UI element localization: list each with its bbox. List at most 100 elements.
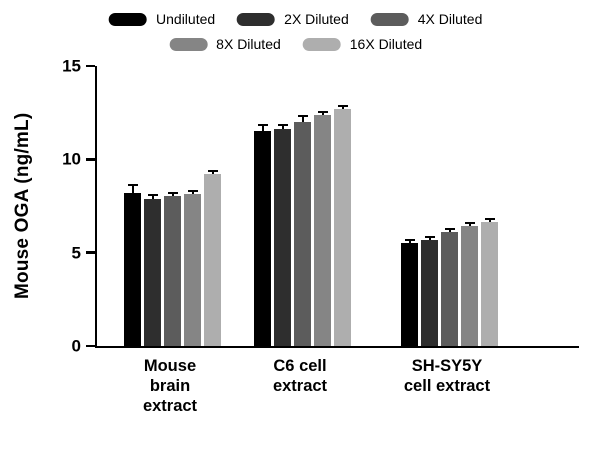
bar xyxy=(481,218,498,346)
bar xyxy=(124,184,141,346)
y-axis-tick xyxy=(85,344,95,348)
x-category-label-line: cell extract xyxy=(403,377,491,396)
error-bar xyxy=(127,184,138,193)
error-bar-cap xyxy=(187,190,198,193)
error-bar-whisker xyxy=(408,241,411,244)
bar xyxy=(334,105,351,346)
error-bar-whisker xyxy=(341,107,344,109)
error-bar xyxy=(404,239,415,244)
error-bar-cap xyxy=(444,228,455,231)
bar xyxy=(144,193,161,346)
y-axis-tick-label: 10 xyxy=(62,149,81,169)
error-bar-whisker xyxy=(428,237,431,240)
error-bar-whisker xyxy=(321,112,324,115)
error-bar-whisker xyxy=(151,195,154,199)
x-category-label-line: SH-SY5Y xyxy=(411,357,483,375)
x-category-label-line: brain xyxy=(149,377,191,396)
y-axis-tick xyxy=(85,158,95,161)
legend: Undiluted 2X Diluted 4X Diluted 8X Diluted 1… xyxy=(80,12,512,51)
bar xyxy=(461,221,478,346)
x-category-label: C6 cell extract xyxy=(273,356,327,396)
x-category-label-line: C6 cell xyxy=(273,357,327,375)
bar-group xyxy=(254,105,351,346)
error-bar xyxy=(484,218,495,222)
y-axis-title: Mouse OGA (ng/mL) xyxy=(12,112,33,300)
error-bar-cap xyxy=(277,123,288,126)
error-bar-whisker xyxy=(131,186,134,193)
x-category-label-line: extract xyxy=(142,397,198,416)
error-bar-cap xyxy=(127,184,138,187)
error-bar-cap xyxy=(484,218,495,221)
bar xyxy=(401,239,418,346)
legend-label: 2X Diluted xyxy=(284,11,349,27)
bar xyxy=(441,228,458,346)
error-bar-whisker xyxy=(171,193,174,196)
error-bar xyxy=(207,170,218,175)
y-axis-tick-label: 0 xyxy=(71,336,81,356)
error-bar xyxy=(337,105,348,109)
bar xyxy=(314,110,331,346)
legend-label: Undiluted xyxy=(156,11,216,27)
legend-swatch-icon xyxy=(169,37,208,51)
bar xyxy=(254,123,271,346)
error-bar-whisker xyxy=(468,223,471,226)
bar xyxy=(204,170,221,346)
error-bar-cap xyxy=(404,239,415,242)
y-axis-tick-label: 5 xyxy=(71,243,81,263)
error-bar-whisker xyxy=(191,192,194,194)
bar xyxy=(274,123,291,346)
legend-item: 16X Diluted xyxy=(302,36,423,52)
bar-group xyxy=(124,170,221,346)
legend-swatch-icon xyxy=(370,12,409,26)
error-bar-cap xyxy=(317,110,328,113)
error-bar xyxy=(147,193,158,199)
error-bar-cap xyxy=(167,191,178,194)
bar xyxy=(421,235,438,346)
error-bar xyxy=(187,190,198,194)
legend-swatch-icon xyxy=(237,12,276,26)
y-axis-tick-label: 15 xyxy=(62,56,81,76)
x-category-label: Mouse brain extract xyxy=(143,356,197,416)
legend-swatch-icon xyxy=(302,37,341,51)
bar xyxy=(164,191,181,346)
x-category-label: SH-SY5Y cell extract xyxy=(404,356,490,396)
x-category-label-line: extract xyxy=(272,377,328,396)
error-bar xyxy=(464,221,475,226)
error-bar xyxy=(167,191,178,196)
plot-area: 0 5 10 15 xyxy=(62,58,579,355)
error-bar-cap xyxy=(464,221,475,224)
error-bar-cap xyxy=(207,170,218,173)
legend-swatch-icon xyxy=(109,12,148,26)
bar xyxy=(294,115,311,346)
error-bar-whisker xyxy=(211,172,214,175)
error-bar-cap xyxy=(337,105,348,108)
bar-group xyxy=(401,218,498,346)
legend-label: 4X Diluted xyxy=(417,11,483,27)
legend-item: 4X Diluted xyxy=(370,11,483,27)
error-bar xyxy=(444,228,455,233)
error-bar xyxy=(317,110,328,115)
error-bar-whisker xyxy=(448,230,451,233)
x-category-label-line: Mouse xyxy=(143,357,197,375)
legend-label: 8X Diluted xyxy=(216,36,281,52)
legend-item: Undiluted xyxy=(109,12,215,26)
error-bar xyxy=(424,235,435,240)
legend-item: 8X Diluted xyxy=(169,37,281,51)
error-bar-cap xyxy=(297,115,308,118)
error-bar xyxy=(297,115,308,122)
error-bar-cap xyxy=(257,123,268,126)
error-bar xyxy=(277,123,288,130)
y-axis-tick xyxy=(85,251,95,254)
bar xyxy=(184,190,201,346)
error-bar-whisker xyxy=(261,125,264,132)
y-axis-tick xyxy=(85,64,95,68)
error-bar-whisker xyxy=(488,220,491,222)
error-bar xyxy=(257,123,268,132)
legend-item: 2X Diluted xyxy=(237,12,349,26)
error-bar-cap xyxy=(147,193,158,196)
legend-label: 16X Diluted xyxy=(349,36,423,52)
error-bar-cap xyxy=(424,235,435,238)
error-bar-whisker xyxy=(281,125,284,130)
error-bar-whisker xyxy=(301,117,304,122)
